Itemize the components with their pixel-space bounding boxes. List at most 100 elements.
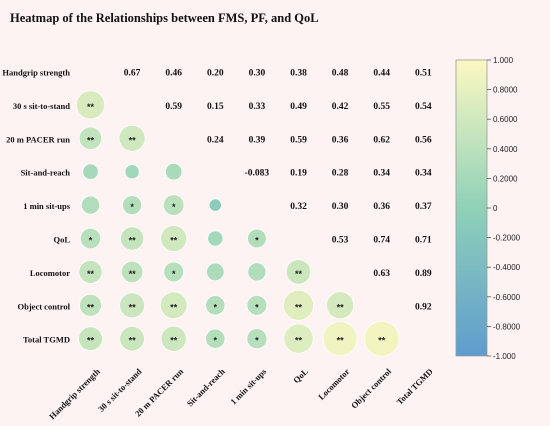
value-label: 0.15	[207, 102, 224, 112]
significance-label: **	[337, 302, 345, 312]
value-label: 0.89	[415, 269, 432, 279]
significance-label: *	[172, 269, 176, 279]
colorbar-tick-label: 1.000	[493, 56, 514, 65]
value-label: 0.30	[249, 69, 266, 79]
correlation-circle	[81, 195, 100, 215]
correlation-circle	[119, 292, 145, 319]
col-label-handgrip-strength: Handgrip strength	[47, 366, 102, 421]
significance-label: **	[87, 269, 95, 279]
col-label-qol: QoL	[291, 366, 310, 385]
value-label: 0.32	[290, 202, 307, 212]
value-label: 0.36	[332, 135, 349, 145]
value-label: 0.62	[373, 135, 390, 145]
value-label: 0.55	[373, 102, 390, 112]
col-label-total-tgmd: Total TGMD	[394, 366, 434, 406]
chart-title: Heatmap of the Relationships between FMS…	[10, 11, 319, 25]
colorbar-tick-label: 0.8000	[493, 86, 518, 95]
value-label: 0.53	[332, 236, 349, 246]
significance-label: **	[129, 236, 137, 246]
correlation-circle	[283, 290, 314, 321]
correlation-circle	[208, 198, 222, 212]
correlation-circle	[283, 323, 314, 354]
row-label-1-min-sit-ups: 1 min sit-ups	[23, 201, 70, 211]
correlation-circle	[246, 295, 268, 316]
correlation-circle	[165, 163, 183, 181]
colorbar-tick-label: -0.4000	[493, 263, 521, 272]
correlation-circle	[79, 294, 102, 317]
value-label: 0.42	[332, 102, 349, 112]
correlation-circle	[82, 163, 99, 180]
row-label-20-m-pacer-run: 20 m PACER run	[6, 134, 70, 144]
significance-label: *	[172, 202, 176, 212]
correlation-circle	[78, 326, 103, 351]
value-label: 0.37	[415, 202, 432, 212]
colorbar-tick-label: 0.6000	[493, 115, 518, 124]
correlation-circle	[206, 262, 225, 281]
correlation-circle	[160, 225, 187, 252]
row-label-30-s-sit-to-stand: 30 s sit-to-stand	[13, 101, 70, 111]
significance-label: **	[295, 269, 303, 279]
value-label: 0.48	[332, 69, 349, 79]
significance-label: **	[170, 336, 178, 346]
value-label: 0.36	[373, 202, 390, 212]
correlation-circle	[120, 226, 145, 251]
colorbar-tick-label: -0.2000	[493, 234, 521, 243]
significance-label: **	[129, 302, 137, 312]
row-label-qol: QoL	[53, 235, 70, 245]
correlation-circle	[247, 228, 267, 249]
correlation-circle	[80, 228, 101, 249]
correlation-circle	[322, 321, 358, 357]
value-label: 0.19	[290, 169, 307, 179]
correlation-circle	[163, 261, 184, 283]
colorbar-tick-label: -0.8000	[493, 322, 521, 331]
correlation-circle	[160, 325, 187, 352]
value-label: 0.49	[290, 102, 307, 112]
significance-label: **	[170, 236, 178, 246]
value-label: 0.56	[415, 135, 432, 145]
correlation-circle	[121, 260, 144, 283]
value-label: 0.59	[165, 102, 182, 112]
correlation-circle	[78, 126, 103, 150]
correlation-circle	[160, 291, 188, 319]
col-label-1-min-sit-ups: 1 min sit-ups	[228, 366, 269, 407]
significance-label: **	[170, 302, 178, 312]
colorbar-tick-label: 0.2000	[493, 174, 518, 183]
significance-label: **	[337, 336, 345, 346]
colorbar-tick-label: 0	[493, 204, 498, 213]
significance-label: **	[295, 302, 303, 312]
value-label: 0.34	[415, 169, 432, 179]
value-label: 0.34	[373, 169, 390, 179]
significance-label: *	[255, 236, 259, 246]
col-label-locomotor: Locomotor	[316, 366, 352, 402]
colorbar-tick-label: -1.000	[493, 352, 516, 361]
value-label: 0.46	[165, 69, 182, 79]
colorbar-tick-label: -0.6000	[493, 293, 521, 302]
value-label: 0.38	[290, 69, 307, 79]
row-label-total-tgmd: Total TGMD	[23, 335, 70, 345]
value-label: 0.28	[332, 169, 349, 179]
significance-label: **	[129, 336, 137, 346]
significance-label: **	[87, 302, 95, 312]
correlation-circle	[246, 328, 268, 349]
heatmap-grid: Handgrip strength 30 s sit-to-stand 20 m P…	[2, 68, 434, 422]
row-label-handgrip-strength: Handgrip strength	[2, 68, 70, 78]
value-label: 0.63	[373, 269, 390, 279]
row-label-locomotor: Locomotor	[30, 268, 70, 278]
significance-label: **	[378, 336, 386, 346]
significance-label: **	[129, 135, 137, 145]
correlation-circle	[119, 326, 145, 352]
significance-label: *	[255, 302, 259, 312]
value-label: 0.71	[415, 236, 432, 246]
correlation-circle	[163, 194, 185, 216]
value-label: 0.24	[207, 135, 224, 145]
value-label: 0.39	[249, 135, 266, 145]
significance-label: *	[130, 202, 134, 212]
significance-label: **	[87, 135, 95, 145]
value-label: 0.30	[332, 202, 349, 212]
value-label: 0.54	[415, 102, 432, 112]
correlation-circle	[363, 320, 400, 357]
correlation-circle	[76, 90, 105, 120]
value-label: 0.74	[373, 236, 390, 246]
value-label: 0.33	[249, 102, 266, 112]
